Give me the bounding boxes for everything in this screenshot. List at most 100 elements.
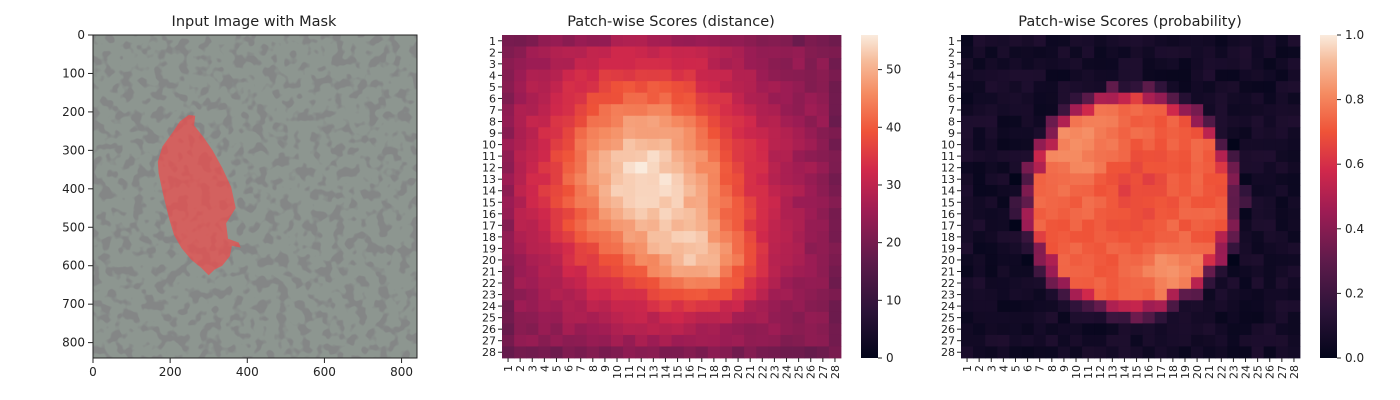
probability-cell [1287,254,1301,267]
probability-cell [1009,288,1022,301]
distance-cell [768,173,781,186]
probability-cell [1069,35,1083,47]
probability-cell [1045,81,1059,94]
distance-cell [502,288,515,301]
probability-cell [997,46,1010,59]
probability-cell [1239,58,1252,71]
probability-cell [1082,196,1095,209]
probability-cell [1154,311,1168,324]
probability-cell [1130,311,1144,324]
probability-cell [1142,35,1156,47]
probability-cell [1227,161,1240,174]
distance-cell [647,231,660,244]
probability-cell [1191,334,1204,347]
distance-cell [635,138,648,151]
probability-cell [1057,277,1071,290]
distance-cell [538,184,551,197]
probability-cell [1154,184,1168,197]
distance-cell [562,127,576,140]
probability-cell [1069,115,1083,128]
distance-cell [695,219,709,232]
probability-cell [1033,184,1047,197]
probability-cell [1251,288,1265,301]
distance-cell [695,288,709,301]
probability-cell [1215,288,1228,301]
probability-cell [1154,219,1168,232]
probability-cell [1178,69,1192,82]
distance-cell [514,35,527,47]
distance-cell [719,288,733,301]
probability-y-tick-label: 16 [941,208,955,221]
distance-cell [732,242,745,255]
probability-cell [1275,161,1289,174]
distance-cell [719,104,733,117]
distance-cell [550,231,563,244]
distance-cell [732,173,745,186]
distance-cell [647,173,660,186]
probability-cell [1021,196,1035,209]
distance-cell [574,208,588,220]
probability-cell [1203,46,1216,59]
probability-cell [1082,127,1095,140]
distance-colorbar-tick-label: 0 [886,351,894,365]
distance-cell [719,184,733,197]
probability-cell [1178,323,1192,336]
distance-cell [623,127,636,140]
distance-cell [586,196,600,209]
distance-cell [707,219,721,232]
probability-cell [1215,173,1228,186]
distance-cell [574,265,588,278]
image-frame [92,34,418,359]
distance-cell [623,173,636,186]
image-y-tick-label: 500 [62,220,85,234]
distance-cell [502,35,515,47]
distance-cell [671,115,685,128]
probability-cell [1287,265,1301,278]
probability-cell [1094,265,1107,278]
probability-cell [1130,173,1144,186]
distance-cell [695,196,709,209]
probability-cell [973,311,986,324]
probability-cell [973,92,986,105]
distance-cell [526,161,539,174]
probability-cell [1154,150,1168,163]
distance-cell [538,346,551,359]
distance-y-tick-label: 3 [489,58,496,71]
distance-cell [659,323,672,336]
distance-cell [768,323,781,336]
probability-cell [1227,346,1240,359]
distance-cell [526,254,539,267]
probability-cell [1033,300,1047,313]
probability-cell [1045,254,1059,267]
probability-cell [1166,288,1180,301]
distance-cell [623,81,636,94]
probability-cell [1045,277,1059,290]
distance-cell [756,346,769,359]
probability-cell [1045,127,1059,140]
probability-cell [1009,35,1022,47]
probability-cell [1275,300,1289,313]
probability-cell [1203,138,1216,151]
distance-cell [623,208,636,220]
distance-cell [635,46,648,59]
probability-cell [961,92,974,105]
probability-x-tick-label: 8 [1046,365,1059,372]
distance-cell [598,288,612,301]
image-x-tick-label: 400 [236,365,259,379]
probability-x-tick-label: 22 [1215,365,1228,379]
probability-cell [1203,127,1216,140]
distance-cell [683,104,697,117]
probability-cell [1069,323,1083,336]
probability-x-tick-label: 7 [1034,365,1047,372]
distance-cell [610,81,624,94]
distance-cell [683,161,697,174]
distance-cell [695,138,709,151]
probability-cell [1287,323,1301,336]
probability-cell [961,288,974,301]
distance-cell [586,265,600,278]
probability-cell [1033,69,1047,82]
distance-cell [623,46,636,59]
probability-cell [997,323,1010,336]
distance-y-tick-label: 17 [482,219,496,232]
probability-cell [1263,311,1277,324]
